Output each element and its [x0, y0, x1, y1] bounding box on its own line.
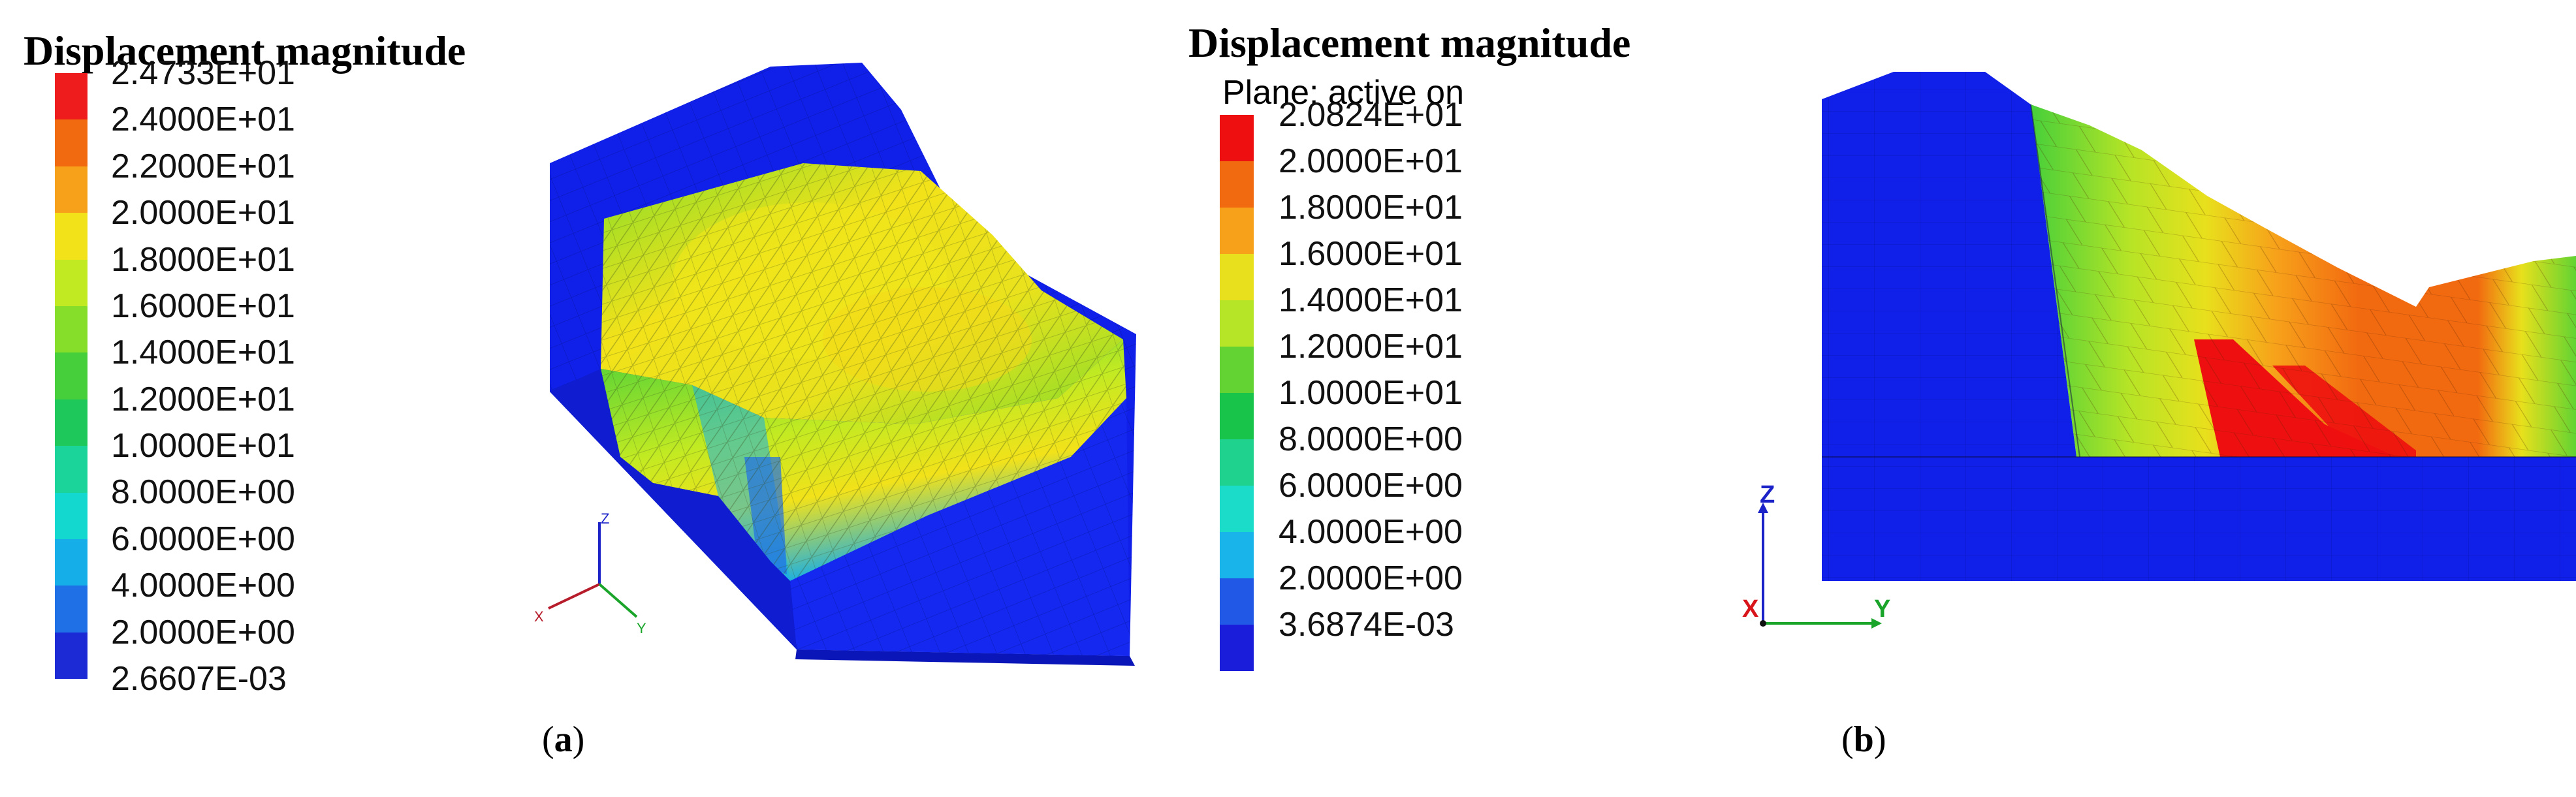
y-axis-line-a — [598, 583, 638, 618]
legend-swatch — [55, 399, 87, 446]
color-bar-a — [55, 73, 87, 680]
legend-label: 4.0000E+00 — [111, 567, 295, 605]
legend-swatch — [1220, 254, 1254, 300]
model-top-surface-a — [601, 163, 1123, 424]
x-axis-label-b: X — [1742, 595, 1759, 623]
legend-label: 8.0000E+00 — [1279, 420, 1463, 458]
x-axis-line-a — [548, 583, 600, 610]
legend-swatch — [1220, 208, 1254, 254]
legend-label: 2.6607E-03 — [111, 660, 287, 698]
model-slope-b — [2031, 104, 2576, 457]
legend-label: 3.6874E-03 — [1279, 606, 1454, 644]
legend-label: 2.0000E+00 — [111, 613, 295, 651]
legend-swatch — [1220, 347, 1254, 393]
caption-a: (a) — [542, 719, 585, 760]
legend-label: 1.8000E+01 — [111, 240, 295, 279]
model-left-block-b — [1822, 72, 2080, 458]
legend-swatch — [1220, 625, 1254, 671]
legend-label: 2.2000E+01 — [111, 147, 295, 185]
legend-swatch — [1220, 161, 1254, 208]
legend-label: 2.0000E+01 — [111, 194, 295, 232]
y-axis-label-b: Y — [1874, 595, 1890, 623]
color-bar-b — [1220, 115, 1254, 671]
legend-label: 1.4000E+01 — [1279, 281, 1463, 319]
legend-swatch — [55, 119, 87, 166]
legend-swatch — [55, 213, 87, 260]
legend-swatch — [1220, 578, 1254, 625]
z-axis-label-a: Z — [601, 510, 609, 527]
legend-label: 1.0000E+01 — [1279, 374, 1463, 412]
legend-swatch — [55, 492, 87, 539]
legend-swatch — [55, 305, 87, 353]
legend-label: 1.8000E+01 — [1279, 189, 1463, 227]
caption-b: (b) — [1841, 719, 1886, 760]
legend-swatch — [55, 73, 87, 120]
legend-label: 1.6000E+01 — [1279, 235, 1463, 273]
legend-label: 8.0000E+00 — [111, 473, 295, 512]
legend-swatch — [55, 586, 87, 633]
model-lower-walls-a — [550, 369, 1130, 656]
legend-title-a: Displacement magnitude — [24, 27, 466, 74]
legend-swatch — [1220, 532, 1254, 578]
axis-triad-a: Z X Y — [534, 510, 646, 636]
legend-label: 4.0000E+00 — [1279, 513, 1463, 551]
model-inner-faces-a — [601, 339, 1126, 581]
legend-swatch — [55, 539, 87, 586]
legend-label: 2.4733E+01 — [111, 54, 295, 92]
legend-label: 1.2000E+01 — [111, 380, 295, 418]
axis-triad-b: Z X Y — [1742, 481, 1890, 629]
legend-label: 2.0000E+00 — [1279, 559, 1463, 597]
legend-swatch — [55, 446, 87, 493]
legend-label: 2.4000E+01 — [111, 101, 295, 139]
legend-label: 2.0824E+01 — [1279, 96, 1463, 134]
legend-label: 6.0000E+00 — [111, 520, 295, 558]
z-axis-label-b: Z — [1760, 481, 1775, 508]
legend-swatch — [55, 259, 87, 306]
legend-subtitle-b: Plane: active on — [1222, 74, 1465, 112]
legend-swatch — [55, 166, 87, 213]
legend-label: 1.6000E+01 — [111, 287, 295, 325]
legend-label: 1.0000E+01 — [111, 427, 295, 465]
legend-swatch — [1220, 393, 1254, 439]
legend-swatch — [55, 352, 87, 399]
x-axis-label-a: X — [534, 608, 544, 625]
model-base-b — [1822, 456, 2576, 581]
legend-swatch — [1220, 300, 1254, 347]
legend-title-b: Displacement magnitude — [1188, 20, 1631, 66]
legend-swatch — [1220, 486, 1254, 532]
y-axis-label-a: Y — [637, 620, 646, 636]
legend-label: 2.0000E+01 — [1279, 142, 1463, 180]
legend-swatch — [55, 632, 87, 680]
legend-label: 6.0000E+00 — [1279, 467, 1463, 505]
legend-swatch — [1220, 439, 1254, 486]
legend-swatch — [1220, 115, 1254, 161]
legend-label: 1.4000E+01 — [111, 334, 295, 372]
legend-label: 1.2000E+01 — [1279, 328, 1463, 366]
